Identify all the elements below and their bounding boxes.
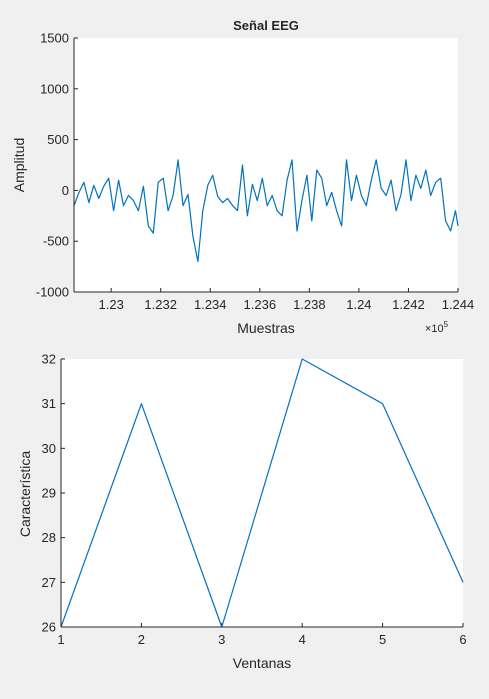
x-tick-label: 1.242 <box>392 297 425 312</box>
x-tick-label: 1.236 <box>244 297 277 312</box>
x-tick-label: 4 <box>299 632 306 647</box>
eeg-title: Señal EEG <box>233 18 299 33</box>
y-tick-label: 30 <box>42 441 56 456</box>
y-tick-label: 1000 <box>40 81 69 96</box>
x-tick-label: 1 <box>57 632 64 647</box>
x-tick-label: 1.244 <box>442 297 475 312</box>
eeg-chart: 1.23 1.232 1.234 1.236 1.238 1.24 1.242 1.244 -1… <box>11 18 474 336</box>
eeg-x-exponent-label: ×105 <box>425 320 449 335</box>
eeg-plot-area <box>74 38 458 292</box>
x-tick-label: 1.234 <box>194 297 227 312</box>
y-tick-label: 26 <box>42 620 56 635</box>
y-tick-label: 28 <box>42 530 56 545</box>
eeg-ylabel: Amplitud <box>11 138 27 192</box>
y-tick-label: 29 <box>42 486 56 501</box>
feature-ylabel: Característica <box>17 451 33 538</box>
x-tick-label: 5 <box>379 632 386 647</box>
y-tick-label: 1500 <box>40 31 69 46</box>
y-tick-label: -500 <box>43 234 69 249</box>
x-tick-label: 1.24 <box>346 297 371 312</box>
y-tick-label: 500 <box>47 132 69 147</box>
x-tick-label: 1.23 <box>99 297 124 312</box>
y-tick-label: 27 <box>42 575 56 590</box>
x-tick-label: 6 <box>459 632 466 647</box>
y-tick-label: 31 <box>42 396 56 411</box>
y-tick-label: 0 <box>62 183 69 198</box>
x-tick-label: 3 <box>218 632 225 647</box>
y-tick-label: 32 <box>42 352 56 367</box>
x-tick-label: 2 <box>138 632 145 647</box>
feature-chart: 1 2 3 4 5 6 26 27 28 29 30 31 32 Ventanas Caracterís… <box>17 352 467 672</box>
feature-xlabel: Ventanas <box>233 655 291 671</box>
eeg-xlabel: Muestras <box>237 320 295 336</box>
x-tick-label: 1.232 <box>144 297 177 312</box>
y-tick-label: -1000 <box>36 285 69 300</box>
x-tick-label: 1.238 <box>293 297 326 312</box>
